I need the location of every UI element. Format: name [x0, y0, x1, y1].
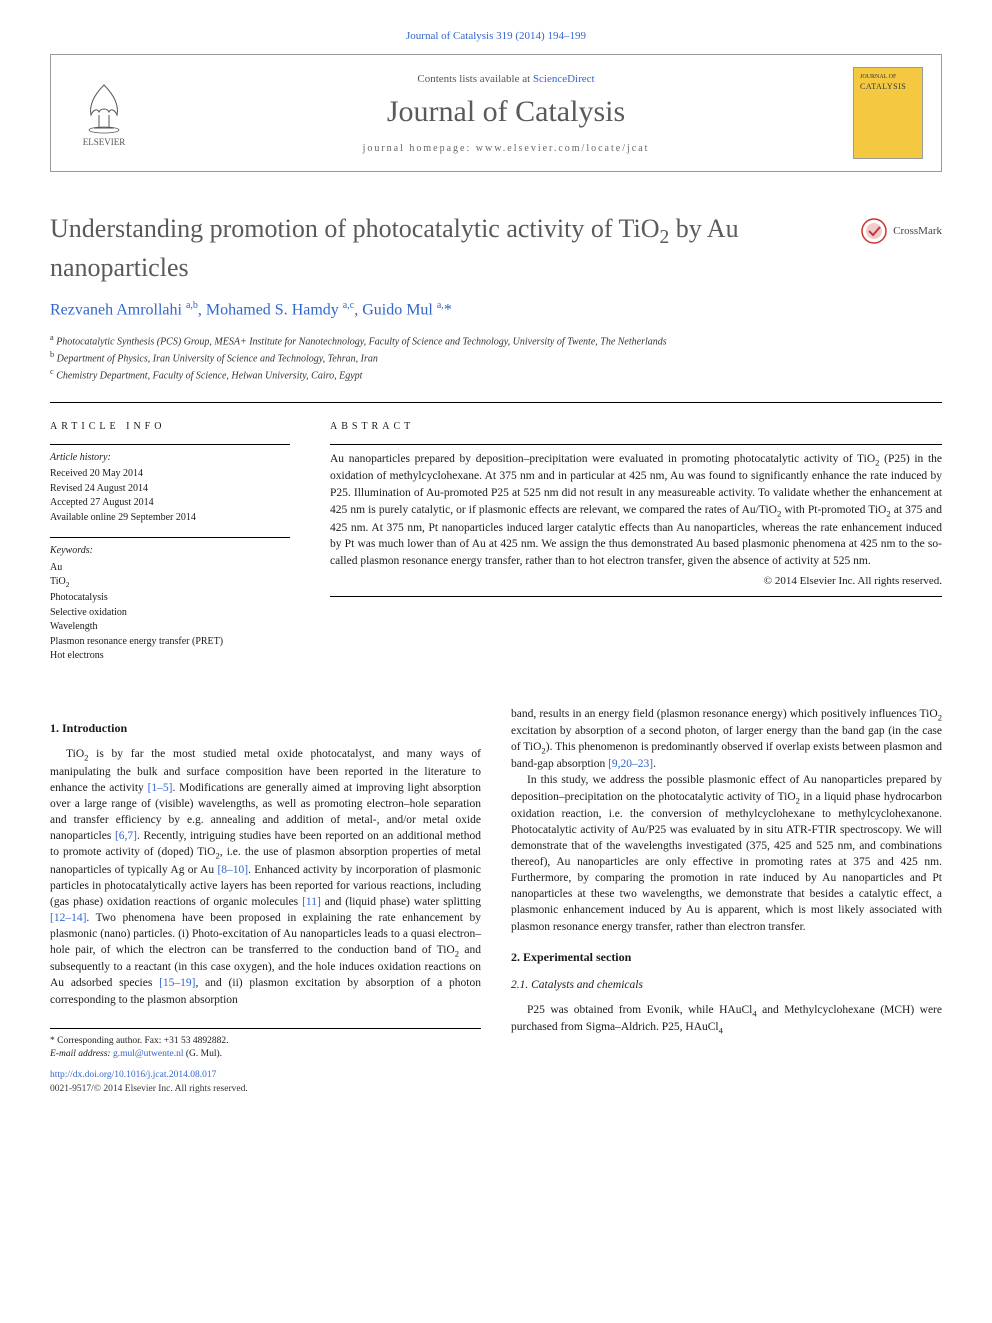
crossmark-label: CrossMark: [893, 225, 942, 237]
affiliations-block: a Photocatalytic Synthesis (PCS) Group, …: [50, 332, 942, 384]
cover-label: JOURNAL OF: [860, 74, 916, 80]
contents-available-line: Contents lists available at ScienceDirec…: [159, 73, 853, 85]
crossmark-badge[interactable]: CrossMark: [861, 218, 942, 244]
issn-line: 0021-9517/© 2014 Elsevier Inc. All right…: [50, 1083, 481, 1096]
footnote-block: * Corresponding author. Fax: +31 53 4892…: [50, 1028, 481, 1096]
publisher-name: ELSEVIER: [83, 137, 126, 147]
journal-name: Journal of Catalysis: [159, 95, 853, 129]
article-info-column: ARTICLE INFO Article history: Received 2…: [50, 421, 290, 676]
journal-homepage-line: journal homepage: www.elsevier.com/locat…: [159, 143, 853, 154]
intro-heading: 1. Introduction: [50, 720, 481, 737]
history-line: Received 20 May 2014: [50, 467, 290, 482]
article-title: Understanding promotion of photocatalyti…: [50, 212, 841, 284]
abstract-column: ABSTRACT Au nanoparticles prepared by de…: [330, 421, 942, 676]
keywords-block: Keywords: AuTiO2PhotocatalysisSelective …: [50, 537, 290, 663]
keyword-item: Hot electrons: [50, 649, 290, 664]
intro-para-3: In this study, we address the possible p…: [511, 772, 942, 934]
intro-para-1: TiO2 is by far the most studied metal ox…: [50, 746, 481, 1007]
contents-prefix: Contents lists available at: [417, 73, 532, 85]
email-link[interactable]: g.mul@utwente.nl: [113, 1049, 184, 1059]
email-person: (G. Mul).: [183, 1049, 222, 1059]
cover-title: CATALYSIS: [860, 82, 916, 91]
affiliation-line: b Department of Physics, Iran University…: [50, 349, 942, 366]
email-line: E-mail address: g.mul@utwente.nl (G. Mul…: [50, 1048, 481, 1061]
keyword-item: Selective oxidation: [50, 606, 290, 621]
experimental-heading: 2. Experimental section: [511, 949, 942, 966]
history-label: Article history:: [50, 451, 290, 466]
history-line: Accepted 27 August 2014: [50, 496, 290, 511]
homepage-label: journal homepage:: [363, 143, 476, 154]
catalysts-subheading: 2.1. Catalysts and chemicals: [511, 977, 942, 993]
article-info-heading: ARTICLE INFO: [50, 421, 290, 432]
abstract-heading: ABSTRACT: [330, 421, 942, 432]
keyword-item: TiO2: [50, 575, 290, 591]
citation-line: Journal of Catalysis 319 (2014) 194–199: [50, 30, 942, 42]
keyword-item: Wavelength: [50, 620, 290, 635]
crossmark-icon: [861, 218, 887, 244]
keywords-label: Keywords:: [50, 544, 290, 559]
authors-line: Rezvaneh Amrollahi a,b, Mohamed S. Hamdy…: [50, 300, 942, 319]
sciencedirect-link[interactable]: ScienceDirect: [533, 73, 595, 85]
divider-rule: [50, 402, 942, 403]
history-line: Revised 24 August 2014: [50, 482, 290, 497]
exp-para-1: P25 was obtained from Evonik, while HAuC…: [511, 1002, 942, 1037]
body-column-right: band, results in an energy field (plasmo…: [511, 706, 942, 1096]
keyword-item: Plasmon resonance energy transfer (PRET): [50, 635, 290, 650]
keyword-item: Au: [50, 561, 290, 576]
doi-link[interactable]: http://dx.doi.org/10.1016/j.jcat.2014.08…: [50, 1069, 481, 1082]
keyword-item: Photocatalysis: [50, 591, 290, 606]
body-column-left: 1. Introduction TiO2 is by far the most …: [50, 706, 481, 1096]
intro-para-2: band, results in an energy field (plasmo…: [511, 706, 942, 773]
history-line: Available online 29 September 2014: [50, 511, 290, 526]
abstract-copyright: © 2014 Elsevier Inc. All rights reserved…: [330, 574, 942, 590]
corresponding-author-note: * Corresponding author. Fax: +31 53 4892…: [50, 1035, 481, 1048]
journal-cover-thumbnail: JOURNAL OF CATALYSIS: [853, 67, 923, 159]
affiliation-line: c Chemistry Department, Faculty of Scien…: [50, 366, 942, 383]
elsevier-tree-icon: [79, 80, 129, 135]
homepage-url[interactable]: www.elsevier.com/locate/jcat: [476, 143, 650, 154]
article-history-block: Article history: Received 20 May 2014Rev…: [50, 444, 290, 526]
publisher-logo: ELSEVIER: [69, 73, 139, 153]
abstract-text: Au nanoparticles prepared by deposition–…: [330, 453, 942, 567]
email-label: E-mail address:: [50, 1049, 113, 1059]
abstract-body: Au nanoparticles prepared by deposition–…: [330, 444, 942, 597]
journal-header-box: ELSEVIER Contents lists available at Sci…: [50, 54, 942, 172]
affiliation-line: a Photocatalytic Synthesis (PCS) Group, …: [50, 332, 942, 349]
